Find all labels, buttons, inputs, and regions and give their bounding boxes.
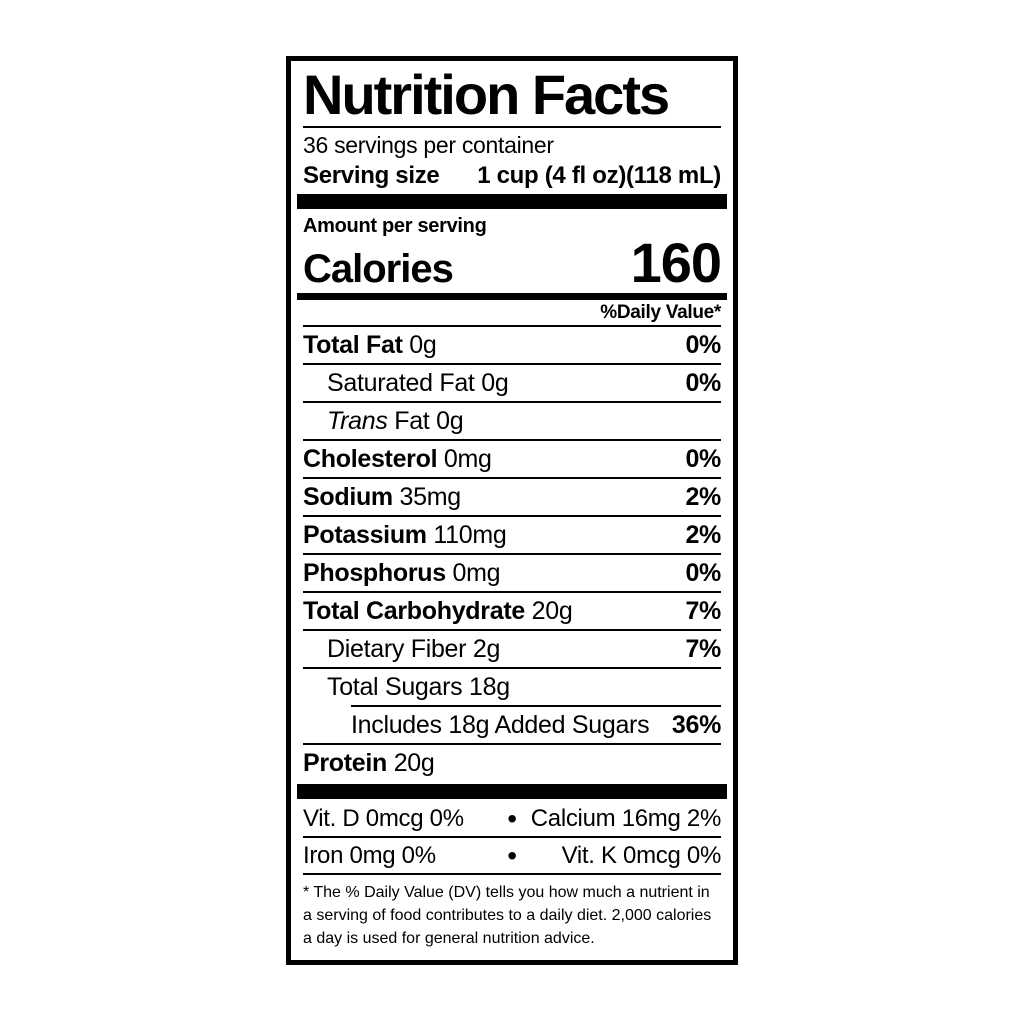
bullet-separator-icon: •	[507, 803, 517, 835]
nutrient-row: Total Fat 0g 0%	[303, 327, 721, 366]
nutrient-row: Phosphorus 0mg 0%	[303, 555, 721, 594]
micronutrient-left-value: Vit. D 0mcg 0%	[303, 805, 464, 833]
calories-row: Calories 160	[303, 231, 722, 295]
title-rule	[303, 126, 721, 129]
nutrient-row: Cholesterol 0mg 0%	[303, 441, 721, 480]
indented-rule	[351, 705, 721, 708]
nutrient-row: Sodium 35mg 2%	[303, 479, 721, 518]
nutrient-name: Saturated Fat 0g	[327, 369, 509, 398]
micronutrient-left-value: Iron 0mg 0%	[303, 842, 436, 870]
nutrient-daily-value: 36%	[671, 711, 721, 740]
nutrient-row: Dietary Fiber 2g 7%	[303, 631, 721, 670]
bullet-separator-icon: •	[507, 840, 517, 872]
serving-size-value: 1 cup (4 fl oz)(118 mL)	[477, 162, 721, 190]
nutrient-name: Total Carbohydrate 20g	[303, 597, 573, 626]
thick-separator-bottom	[297, 784, 727, 800]
amount-per-serving-label: Amount per serving	[303, 215, 487, 238]
nutrient-name: Includes 18g Added Sugars	[351, 711, 650, 740]
thick-separator-top	[297, 194, 727, 210]
serving-size-row: Serving size 1 cup (4 fl oz)(118 mL)	[303, 160, 721, 191]
nutrient-daily-value: 0%	[685, 331, 721, 360]
nutrient-daily-value: 2%	[685, 521, 721, 550]
servings-per-container: 36 servings per container	[303, 132, 554, 159]
nutrient-row: Includes 18g Added Sugars 36%	[303, 707, 721, 746]
nutrient-rows: Total Fat 0g 0% Saturated Fat 0g 0% Trans Fa…	[303, 327, 721, 781]
calories-value: 160	[630, 231, 722, 295]
nutrient-daily-value: 7%	[685, 635, 721, 664]
medium-separator	[297, 293, 727, 301]
micronutrient-right-value: Vit. K 0mcg 0%	[561, 842, 722, 870]
nutrient-daily-value: 7%	[685, 597, 721, 626]
nutrition-facts-label: Nutrition Facts 36 servings per containe…	[286, 56, 738, 966]
serving-size-label: Serving size	[303, 162, 440, 190]
calories-label: Calories	[303, 247, 454, 292]
nutrient-daily-value: 0%	[685, 445, 721, 474]
nutrient-row: Trans Fat 0g	[303, 403, 721, 442]
nutrient-name: Potassium 110mg	[303, 521, 507, 550]
nutrient-row: Total Carbohydrate 20g 7%	[303, 593, 721, 632]
nutrient-name: Protein 20g	[303, 749, 435, 778]
nutrient-name: Sodium 35mg	[303, 483, 461, 512]
nutrient-row: Protein 20g	[303, 745, 721, 781]
daily-value-header: %Daily Value*	[303, 300, 721, 328]
nutrient-daily-value: 2%	[685, 483, 721, 512]
micronutrient-row: Iron 0mg 0% • Vit. K 0mcg 0%	[303, 838, 722, 876]
nutrient-daily-value: 0%	[685, 559, 721, 588]
nutrient-name: Trans Fat 0g	[327, 407, 464, 436]
nutrient-name: Dietary Fiber 2g	[327, 635, 501, 664]
nutrient-name: Total Sugars 18g	[327, 673, 510, 702]
nutrient-row: Potassium 110mg 2%	[303, 517, 721, 556]
nutrient-daily-value: 0%	[685, 369, 721, 398]
daily-value-footnote: * The % Daily Value (DV) tells you how m…	[303, 884, 712, 948]
micronutrient-row: Vit. D 0mcg 0% • Calcium 16mg 2%	[303, 801, 722, 839]
nutrient-row: Total Sugars 18g	[303, 669, 721, 705]
nutrient-name: Total Fat 0g	[303, 331, 437, 360]
micronutrient-rows: Vit. D 0mcg 0% • Calcium 16mg 2% Iron 0mg 0…	[303, 801, 722, 876]
micronutrient-right-value: Calcium 16mg 2%	[530, 805, 722, 833]
label-title: Nutrition Facts	[303, 63, 670, 126]
nutrient-name: Cholesterol 0mg	[303, 445, 492, 474]
nutrient-row: Saturated Fat 0g 0%	[303, 365, 721, 404]
nutrient-name: Phosphorus 0mg	[303, 559, 501, 588]
